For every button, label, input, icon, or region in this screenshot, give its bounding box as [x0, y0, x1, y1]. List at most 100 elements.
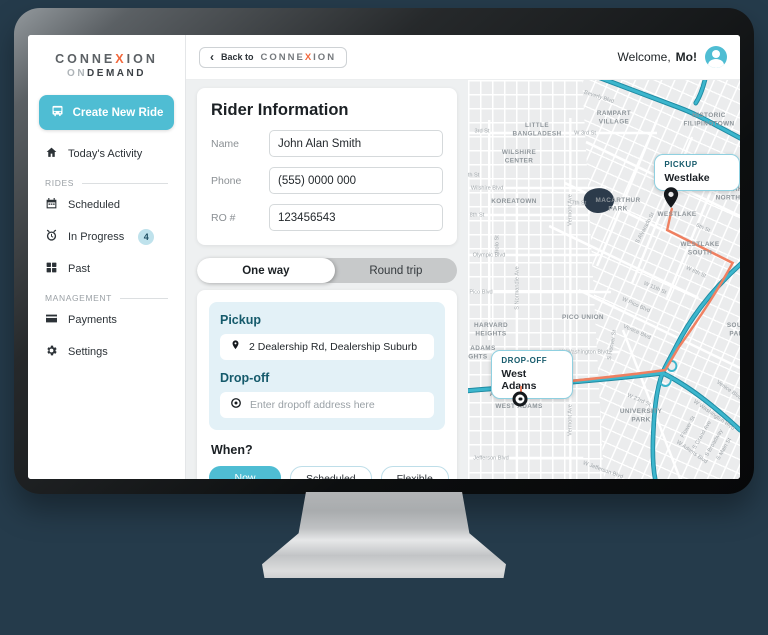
chevron-left-icon: ‹ [210, 49, 214, 64]
phone-label: Phone [211, 174, 242, 187]
map-street-label: S Normandie Ave [513, 266, 521, 310]
dropoff-placeholder: Enter dropoff address here [250, 399, 375, 411]
section-label: MANAGEMENT [45, 293, 112, 304]
map-street-label: W 11th St [642, 280, 668, 296]
map-street-label: W 3rd St [574, 129, 596, 137]
sidebar-section-management: MANAGEMENT [28, 285, 185, 304]
dropoff-callout[interactable]: DROP-OFF West Adams [491, 349, 574, 399]
map-labels: LITTLE BANGLADESH RAMPART VILLAGE HISTORIC… [468, 80, 740, 479]
user-avatar[interactable] [705, 46, 727, 68]
monitor-stand [262, 492, 506, 578]
map-street-label: Venice Blvd [622, 323, 652, 341]
sidebar-nav: Today's Activity RIDES Scheduled In Prog… [28, 138, 185, 368]
welcome-prefix: Welcome, [617, 50, 671, 64]
back-to-connexion-button[interactable]: ‹ Back to CONNEXION [199, 46, 348, 68]
map-street-label: W Pico Blvd [620, 296, 651, 314]
pickup-pin-marker[interactable] [661, 186, 680, 214]
dropoff-callout-pointer [520, 385, 523, 397]
map-street-label: 7th St [571, 199, 587, 206]
map-street-label: Venice Blvd [715, 379, 740, 401]
map-street-label: Jefferson Blvd [473, 454, 509, 461]
map-neighborhood-label: KOREATOWN [491, 198, 537, 206]
when-scheduled-button[interactable]: Scheduled [290, 466, 372, 479]
pickup-callout[interactable]: PICKUP Westlake [654, 153, 740, 191]
pickup-address-value: 2 Dealership Rd, Dealership Suburb [249, 341, 418, 353]
main-area: ‹ Back to CONNEXION Welcome, Mo! Rider [186, 35, 740, 479]
map-street-label: 6th St [695, 222, 711, 234]
ro-number-input[interactable] [269, 204, 443, 231]
pickup-address-input[interactable]: 2 Dealership Rd, Dealership Suburb [220, 334, 434, 360]
ride-form-column: Rider Information Name Phone RO # [186, 80, 468, 479]
section-label: RIDES [45, 178, 74, 189]
map-street-label: W Washington Blvd [692, 398, 736, 432]
map-neighborhood-label: HISTORIC FILIPINOTOWN [683, 111, 735, 127]
section-divider [81, 182, 168, 184]
sidebar-item-todays-activity[interactable]: Today's Activity [28, 138, 185, 170]
map-neighborhood-label: MACARTHUR PARK [595, 196, 641, 212]
when-flexible-button[interactable]: Flexible [380, 466, 449, 479]
name-field-row: Name [211, 130, 443, 157]
pickup-callout-place: Westlake [664, 171, 710, 184]
trip-details-card: Pickup 2 Dealership Rd, Dealership Subur… [197, 290, 457, 479]
map-street-label: Flower St [679, 415, 697, 439]
name-input[interactable] [269, 130, 443, 157]
phone-input[interactable] [269, 167, 443, 194]
sidebar-item-past[interactable]: Past [28, 253, 185, 285]
map-street-label: 8th St [469, 211, 485, 218]
sidebar-item-label: Payments [68, 314, 117, 327]
sidebar-item-in-progress[interactable]: In Progress 4 [28, 221, 185, 253]
back-brand-x: X [304, 51, 314, 63]
dropoff-heading: Drop-off [220, 371, 270, 385]
sidebar-item-label: Today's Activity [68, 148, 143, 161]
map-street-label: Vermont Ave [567, 194, 574, 226]
monitor-bezel: CONNEXION ONDEMAND Create New Ride Today… [14, 8, 754, 494]
gear-icon [45, 344, 58, 360]
map-street-label: S Grand Ave [691, 419, 713, 451]
when-heading: When? [211, 443, 253, 457]
sidebar-item-payments[interactable]: Payments [28, 304, 185, 336]
back-label: Back to [221, 52, 254, 62]
grid-icon [45, 261, 58, 277]
sidebar-item-label: Past [68, 263, 91, 276]
dropoff-callout-place: West Adams [501, 367, 537, 392]
ro-number-label: RO # [211, 211, 236, 224]
when-now-button[interactable]: Now [209, 466, 281, 479]
map-neighborhood-label: WESTLAKE SOUTH [680, 241, 720, 257]
map-street-label: W Jefferson Blvd [582, 459, 625, 479]
name-label: Name [211, 137, 240, 150]
map-canvas[interactable]: LITTLE BANGLADESH RAMPART VILLAGE HISTORIC… [468, 80, 740, 479]
map-street-label: S Broadway [703, 428, 725, 458]
sidebar-section-rides: RIDES [28, 170, 185, 189]
sidebar-item-settings[interactable]: Settings [28, 336, 185, 368]
brand-sub-light: ON [67, 67, 88, 79]
target-icon [230, 396, 242, 414]
dropoff-callout-title: DROP-OFF [501, 355, 548, 365]
brand-text-2: ION [126, 52, 158, 66]
sidebar-item-scheduled[interactable]: Scheduled [28, 189, 185, 221]
map-street-grid [468, 80, 604, 479]
map-street-label: S Hoover St [606, 329, 618, 361]
dropoff-address-input[interactable]: Enter dropoff address here [220, 392, 434, 418]
sidebar-item-label: Scheduled [68, 199, 120, 212]
map-neighborhood-label: SOUTH PARK [726, 322, 740, 338]
brand-text: CONNE [55, 52, 116, 66]
map-street-label: Vermont Ave [567, 404, 574, 436]
section-divider [119, 297, 168, 299]
work-area: Rider Information Name Phone RO # [186, 80, 740, 479]
map-street-label: S Alvarado St [634, 211, 656, 245]
ro-field-row: RO # [211, 204, 443, 231]
welcome-message: Welcome, Mo! [618, 46, 727, 68]
rider-information-card: Rider Information Name Phone RO # [197, 88, 457, 245]
pickup-dropoff-panel: Pickup 2 Dealership Rd, Dealership Subur… [209, 302, 445, 430]
tab-round-trip[interactable]: Round trip [369, 264, 423, 277]
sidebar-item-label: Settings [68, 346, 108, 359]
map-street-label: Beverly Blvd [582, 89, 615, 105]
welcome-username: Mo! [675, 50, 697, 64]
map-neighborhood-label: WILSHIRE CENTER [501, 149, 536, 165]
map-neighborhood-label: PICO UNION [562, 313, 605, 321]
create-new-ride-button[interactable]: Create New Ride [39, 95, 174, 131]
map-neighborhood-label: HARVARD HEIGHTS [474, 322, 509, 338]
dropoff-ring-marker[interactable] [512, 391, 528, 407]
tab-one-way[interactable]: One way [197, 258, 335, 283]
